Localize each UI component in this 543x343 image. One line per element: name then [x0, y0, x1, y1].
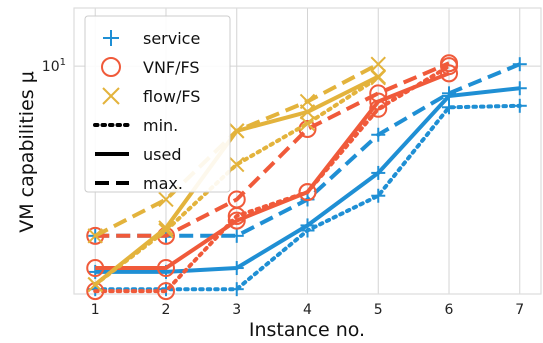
- data-point-service-used: [229, 261, 244, 276]
- data-point-flow-fs-max: [158, 191, 174, 208]
- data-point-service-max: [512, 57, 527, 72]
- legend-entry-used: used: [95, 145, 181, 164]
- series-layer: [86, 54, 527, 301]
- legend-label: used: [143, 145, 181, 164]
- data-point-flow-fs-max: [87, 228, 103, 244]
- data-point-service-min: [512, 98, 527, 113]
- data-point-vnf-fs-min: [156, 282, 175, 301]
- data-point-service-min: [158, 282, 173, 297]
- data-point-service-max: [229, 228, 244, 243]
- data-point-flow-fs-max: [229, 123, 245, 139]
- x-axis-label: Instance no.: [249, 319, 365, 341]
- x-tick-label: 7: [515, 302, 524, 318]
- x-tick-label: 5: [374, 302, 383, 318]
- data-point-service-used: [512, 81, 527, 96]
- legend-label: service: [143, 29, 200, 48]
- data-point-vnf-fs-used: [369, 92, 388, 111]
- x-tick-label: 6: [445, 302, 454, 318]
- legend: service VNF/FS flow/FS min. used max.: [84, 15, 231, 193]
- series-flow-fs-max: [87, 56, 386, 244]
- x-tick-labels: 1 2 3 4 5 6 7: [91, 302, 524, 318]
- data-point-service-max: [371, 127, 386, 142]
- x-tick-label: 3: [232, 302, 241, 318]
- y-tick-labels: 101: [42, 57, 66, 75]
- legend-entry-max: max.: [95, 174, 183, 193]
- x-tick-label: 1: [91, 302, 100, 318]
- data-point-vnf-fs-max: [369, 84, 388, 103]
- data-point-service-min: [371, 188, 386, 203]
- data-point-flow-fs-min: [158, 222, 174, 239]
- data-point-vnf-fs-max: [86, 226, 105, 245]
- legend-label: min.: [143, 116, 178, 135]
- legend-entry-min: min.: [93, 116, 178, 135]
- legend-entry-vnf-fs: VNF/FS: [101, 57, 200, 77]
- legend-entry-service: service: [103, 29, 200, 48]
- series-line-vnf-fs-min: [93, 64, 451, 294]
- legend-entry-flow-fs: flow/FS: [102, 87, 200, 106]
- data-point-vnf-fs-used: [298, 183, 317, 202]
- x-tick-label: 4: [303, 302, 312, 318]
- x-tick-label: 2: [162, 302, 171, 318]
- data-point-vnf-fs-used: [227, 211, 246, 230]
- legend-marker: [103, 30, 119, 46]
- data-point-vnf-fs-max: [227, 190, 246, 209]
- legend-marker: [102, 87, 120, 105]
- legend-label: max.: [143, 174, 183, 193]
- data-point-service-min: [229, 282, 244, 297]
- data-point-service-max: [442, 86, 457, 101]
- legend-marker: [101, 57, 121, 77]
- series-line-vnf-fs-used: [95, 71, 450, 270]
- y-axis-label: VM capabilities μ: [16, 71, 38, 233]
- legend-box: [84, 15, 231, 193]
- data-point-service-used: [371, 165, 386, 180]
- data-point-vnf-fs-max: [440, 54, 459, 73]
- data-point-flow-fs-min: [229, 156, 245, 173]
- y-tick-label: 101: [42, 57, 66, 75]
- data-point-service-used: [300, 218, 315, 233]
- legend-label: VNF/FS: [143, 58, 200, 77]
- series-line-vnf-fs-max: [95, 61, 450, 238]
- axes-frame: [73, 7, 542, 295]
- data-point-vnf-fs-used: [156, 259, 175, 278]
- data-point-flow-fs-min: [299, 115, 316, 132]
- legend-label: flow/FS: [143, 87, 200, 106]
- data-point-flow-fs-max: [299, 93, 316, 110]
- data-point-vnf-fs-used: [86, 259, 105, 278]
- data-point-flow-fs-used: [158, 220, 174, 236]
- data-point-flow-fs-max: [370, 56, 386, 72]
- data-point-flow-fs-used: [370, 68, 386, 85]
- data-point-flow-fs-used: [87, 276, 103, 293]
